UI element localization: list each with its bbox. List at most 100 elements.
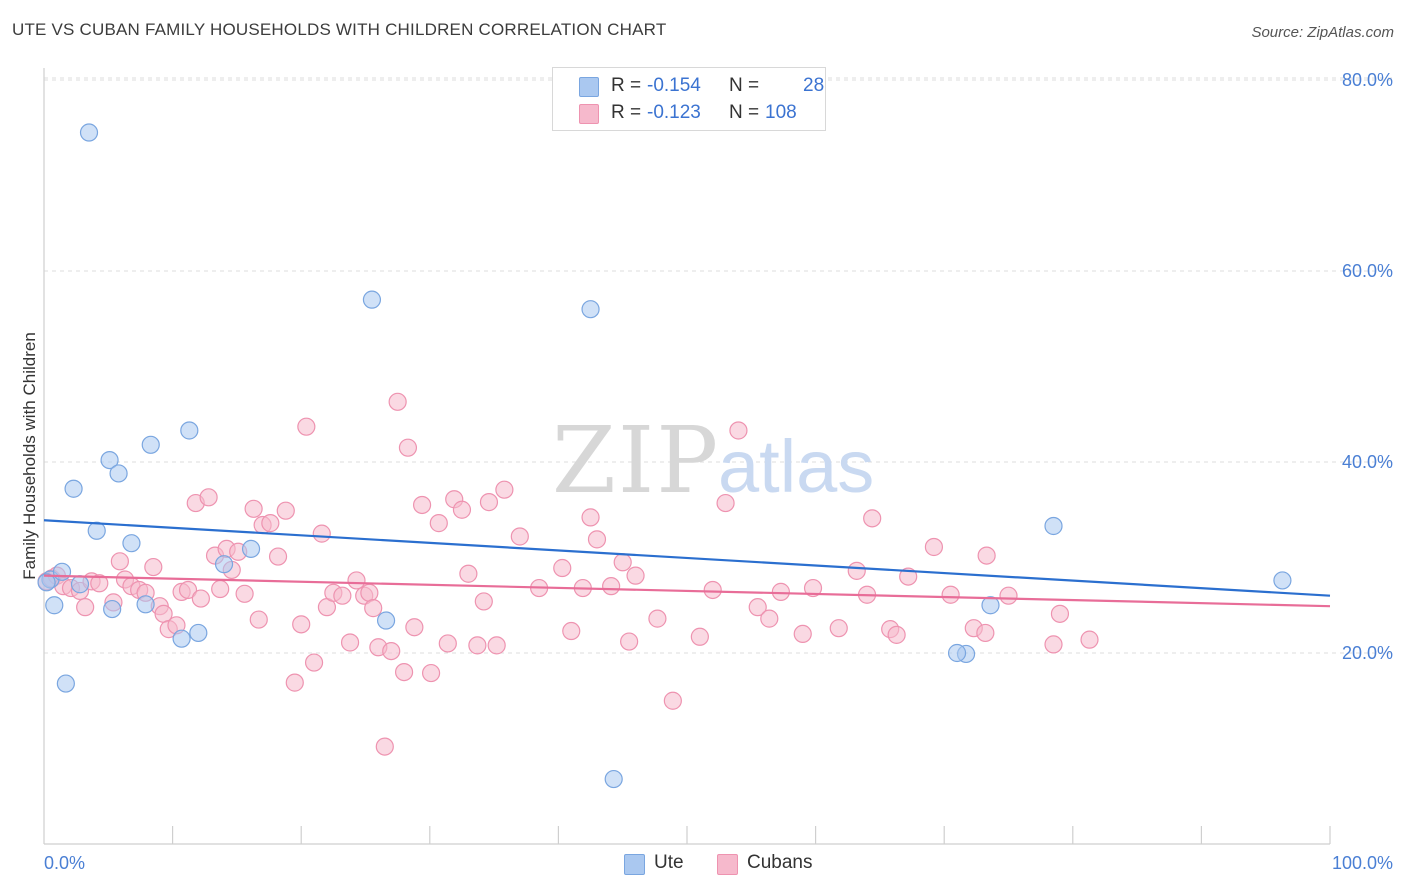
cubans-point-36 (276, 501, 295, 520)
cubans-point-85 (729, 421, 748, 440)
ute-n-value: 28 (803, 75, 825, 96)
cubans-point-55 (398, 438, 418, 457)
ute-point-1 (362, 290, 382, 309)
cubans-point-66 (479, 493, 499, 512)
ute-point-8 (87, 521, 106, 540)
cubans-point-64 (468, 636, 487, 655)
cubans-point-57 (412, 495, 432, 515)
y-axis-title: Family Households with Children (20, 332, 39, 580)
chart-title: UTE VS CUBAN FAMILY HOUSEHOLDS WITH CHIL… (12, 20, 667, 39)
cubans-point-49 (364, 599, 383, 618)
gridlines (44, 77, 1393, 654)
watermark-atlas: atlas (718, 425, 874, 508)
cubans-point-21 (178, 580, 198, 600)
cubans-point-92 (847, 561, 866, 580)
cubans-point-53 (388, 392, 407, 411)
cubans-point-94 (863, 509, 882, 528)
cubans-point-104 (1044, 635, 1063, 654)
x-tick-label-0: 0.0% (44, 853, 85, 873)
x-axis-tick-labels: 0.0% 100.0% (44, 853, 1393, 873)
cubans-point-40 (304, 653, 324, 672)
ute-point-7 (64, 479, 83, 498)
ute-point-27 (1044, 516, 1063, 536)
ute-legend-label: Ute (654, 852, 684, 873)
ute-point-13 (52, 562, 72, 581)
cubans-point-77 (613, 553, 632, 572)
cubans-point-98 (924, 537, 944, 557)
ute-point-16 (45, 596, 64, 615)
cubans-legend-swatch-icon (717, 854, 738, 875)
cubans-point-99 (941, 585, 960, 604)
cubans-point-30 (235, 584, 254, 603)
cubans-point-83 (703, 580, 722, 600)
cubans-point-37 (285, 673, 304, 692)
cubans-point-26 (211, 579, 230, 599)
cubans-point-106 (1080, 630, 1099, 649)
cubans-point-34 (261, 514, 280, 533)
ute-point-9 (122, 534, 141, 553)
cubans-n-value: 108 (765, 102, 797, 123)
cubans-point-65 (474, 592, 493, 611)
ute-point-3 (180, 421, 199, 440)
ute-point-22 (56, 674, 75, 693)
cubans-point-23 (191, 589, 210, 608)
ute-point-2 (581, 300, 600, 319)
cubans-point-71 (553, 558, 572, 578)
cubans-point-15 (144, 557, 163, 577)
cubans-point-81 (663, 691, 682, 710)
cubans-point-38 (292, 615, 311, 634)
ute-point-14 (70, 575, 90, 594)
ute-r-value: -0.154 (647, 75, 701, 96)
x-axis-ticks (172, 826, 1331, 844)
cubans-point-54 (394, 662, 414, 682)
ute-point-0 (79, 123, 99, 142)
ute-legend-swatch-icon (624, 854, 645, 875)
cubans-point-75 (587, 530, 607, 549)
cubans-point-79 (626, 566, 645, 585)
cubans-point-46 (347, 571, 366, 590)
cubans-point-48 (360, 583, 379, 602)
ute-point-26 (981, 596, 1000, 615)
legend-row-ute: R = -0.154 N = 28 (553, 74, 825, 100)
y-tick-label-40: 40.0% (1342, 452, 1393, 472)
cubans-point-52 (382, 641, 401, 661)
source-label: Source: ZipAtlas.com (1251, 24, 1394, 41)
ute-swatch-icon (579, 77, 599, 97)
ute-point-4 (141, 435, 160, 454)
cubans-point-35 (268, 547, 288, 566)
ute-point-25 (947, 643, 967, 663)
ute-r-label: R = (611, 75, 642, 96)
cubans-point-82 (690, 627, 709, 646)
cubans-point-80 (648, 609, 667, 628)
ute-trend-line (43, 519, 1331, 597)
stats-legend: R = -0.154 N = 28 R = -0.123 N = 108 (552, 67, 826, 131)
y-axis-tick-labels: 20.0% 40.0% 60.0% 80.0% (1342, 70, 1393, 663)
ute-point-20 (189, 623, 208, 643)
ute-point-11 (214, 555, 234, 574)
cubans-swatch-icon (579, 104, 599, 124)
cubans-point-59 (429, 514, 448, 533)
ute-point-5 (100, 450, 119, 470)
cubans-point-39 (297, 417, 316, 436)
ute-point-15 (37, 573, 56, 592)
ute-point-18 (103, 599, 122, 619)
cubans-r-label: R = (611, 102, 642, 123)
x-tick-label-100: 100.0% (1332, 853, 1393, 873)
cubans-point-97 (899, 567, 918, 586)
cubans-point-105 (1050, 604, 1070, 623)
cubans-point-89 (793, 624, 812, 644)
ute-point-23 (604, 769, 623, 789)
ute-point-19 (376, 611, 396, 630)
cubans-point-51 (375, 737, 394, 756)
cubans-point-58 (421, 663, 441, 683)
cubans-point-76 (602, 577, 621, 596)
cubans-point-84 (716, 493, 735, 513)
cubans-point-72 (562, 621, 581, 641)
cubans-point-74 (581, 508, 600, 527)
cubans-point-78 (620, 632, 639, 651)
cubans-point-8 (90, 574, 109, 593)
cubans-n-label: N = (729, 102, 760, 123)
y-tick-label-60: 60.0% (1342, 261, 1393, 281)
cubans-point-6 (76, 598, 95, 617)
